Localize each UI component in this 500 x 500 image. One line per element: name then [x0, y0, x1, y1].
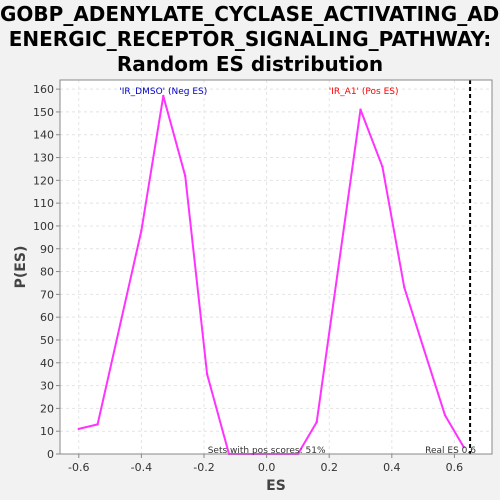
x-tick-label: -0.2	[193, 461, 214, 474]
y-tick-label: 160	[33, 83, 54, 96]
x-tick-label: -0.4	[131, 461, 152, 474]
y-tick-label: 140	[33, 129, 54, 142]
x-tick-label: 0.4	[383, 461, 401, 474]
y-tick-label: 50	[40, 334, 54, 347]
y-tick-label: 100	[33, 220, 54, 233]
y-tick-label: 40	[40, 357, 54, 370]
x-axis-title: ES	[266, 478, 286, 494]
y-tick-label: 60	[40, 311, 54, 324]
y-tick-label: 130	[33, 152, 54, 165]
y-tick-label: 10	[40, 425, 54, 438]
pos-es-annotation: 'IR_A1' (Pos ES)	[329, 87, 399, 97]
y-tick-label: 0	[47, 448, 54, 461]
es-data-point	[96, 423, 98, 425]
pos-scores-annotation: Sets with pos scores: 51%	[208, 446, 326, 456]
es-data-point	[422, 346, 424, 348]
plot-area	[60, 80, 492, 454]
y-tick-label: 80	[40, 266, 54, 279]
x-tick-label: -0.6	[68, 461, 89, 474]
y-tick-label: 110	[33, 197, 54, 210]
neg-es-annotation: 'IR_DMSO' (Neg ES)	[119, 87, 207, 97]
y-tick-label: 150	[33, 106, 54, 119]
y-tick-label: 120	[33, 174, 54, 187]
es-data-point	[78, 428, 80, 430]
es-data-point	[315, 421, 317, 423]
x-tick-label: 0.6	[446, 461, 464, 474]
es-data-point	[444, 414, 446, 416]
es-data-point	[359, 108, 361, 110]
x-tick-label: 0.2	[320, 461, 338, 474]
es-data-point	[381, 165, 383, 167]
y-tick-label: 70	[40, 288, 54, 301]
x-tick-label: 0.0	[258, 461, 276, 474]
real-es-annotation: Real ES 0.6	[425, 446, 476, 456]
es-data-point	[403, 286, 405, 288]
y-axis-title: P(ES)	[13, 246, 29, 289]
y-tick-label: 90	[40, 243, 54, 256]
es-data-point	[184, 175, 186, 177]
es-data-point	[206, 373, 208, 375]
y-tick-label: 20	[40, 402, 54, 415]
es-data-point	[140, 229, 142, 231]
y-tick-label: 30	[40, 380, 54, 393]
